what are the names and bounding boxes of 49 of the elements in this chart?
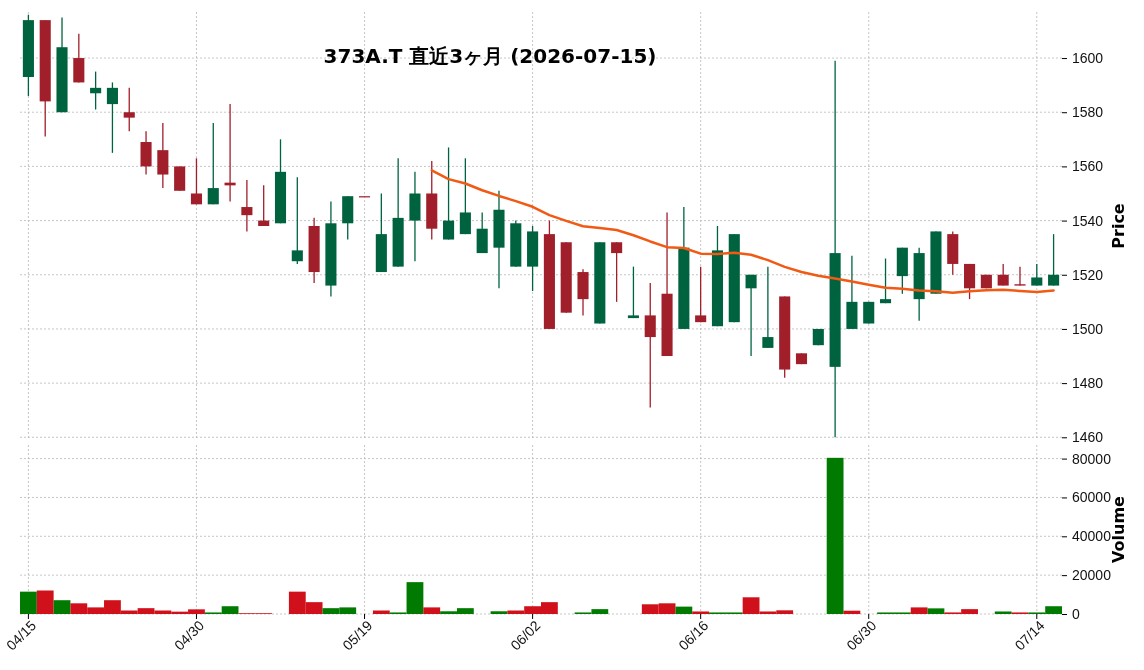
candlestick [190, 157, 203, 205]
y-tick-label: 1520 [1072, 266, 1104, 283]
bar [994, 611, 1012, 614]
candlestick [106, 81, 118, 154]
candlestick [762, 265, 774, 349]
bar [36, 590, 54, 614]
y-tick-label: 1460 [1072, 429, 1104, 446]
bar [927, 608, 945, 614]
candlestick [90, 70, 102, 111]
candlestick [1014, 265, 1026, 287]
line-series [430, 169, 1055, 294]
candlestick [745, 274, 757, 357]
y-tick-label: 1500 [1072, 320, 1104, 337]
y-tick-label: 1600 [1072, 50, 1104, 67]
y-tick-label: 80000 [1072, 450, 1112, 467]
y-axis-title: Price [1109, 203, 1128, 249]
candlestick [695, 265, 707, 323]
candlestick [627, 265, 639, 319]
bar [423, 607, 441, 614]
y-tick-label: 1580 [1072, 104, 1104, 121]
y-tick-label: 1560 [1072, 158, 1104, 175]
bar [490, 611, 508, 614]
y-tick-label: 40000 [1072, 528, 1112, 545]
bar [910, 607, 928, 614]
candlestick [644, 282, 656, 409]
candlestick [997, 263, 1009, 287]
y-tick-label: 0 [1072, 605, 1080, 622]
candlestick [879, 257, 892, 304]
bar [675, 606, 693, 614]
candlestick [258, 184, 270, 227]
candlestick [443, 146, 455, 241]
y-tick-label: 1540 [1072, 212, 1104, 229]
candlestick [459, 157, 471, 235]
y-tick-label: 20000 [1072, 567, 1112, 584]
y-tick-label: 1480 [1072, 375, 1104, 392]
y-axis-title: Volume [1109, 495, 1128, 563]
candlestick [611, 241, 623, 303]
bar [20, 591, 37, 614]
candlestick [207, 122, 219, 205]
y-tick-label: 60000 [1072, 489, 1112, 506]
candlestick [123, 87, 135, 132]
candlestick [291, 176, 303, 265]
bar [53, 600, 71, 614]
candlestick [1031, 263, 1043, 287]
candlestick [241, 179, 253, 233]
bar [692, 611, 710, 614]
bar [826, 457, 844, 614]
text: 373A.T 直近3ヶ月 (2026-07-15) [323, 44, 657, 68]
candlestick [1048, 233, 1060, 287]
